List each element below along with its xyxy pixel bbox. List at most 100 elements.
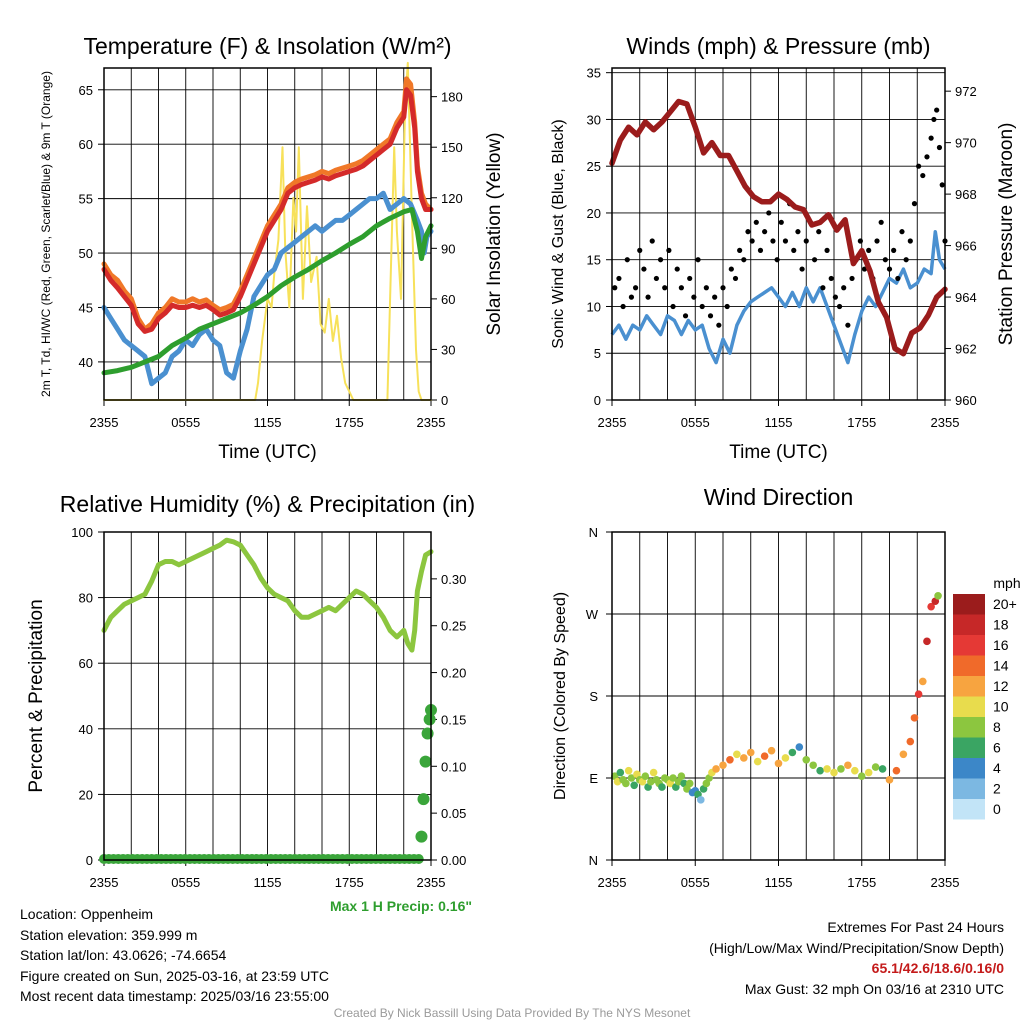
direction-point [753, 757, 762, 766]
gust-point [753, 219, 759, 225]
x-tick-label: 2355 [598, 875, 627, 890]
gust-point [757, 247, 764, 253]
y-tick-label: W [586, 607, 599, 622]
gust-point [716, 322, 722, 328]
chart-title: Relative Humidity (%) & Precipitation (i… [60, 491, 475, 517]
direction-point [878, 765, 887, 773]
gust-point [841, 285, 847, 291]
extremes-subtitle: (High/Low/Max Wind/Precipitation/Snow De… [709, 939, 1004, 956]
direction-point [864, 768, 873, 777]
gust-point [891, 247, 897, 253]
x-tick-label: 0555 [171, 415, 200, 430]
winds-pressure-chart: 2355 0555 1155 1755 2355 Winds (mph) & Pressu… [550, 33, 1017, 463]
max-gust-text: Max Gust: 32 mph On 03/16 at 2310 UTC [744, 980, 1004, 997]
x-tick-label: 1155 [765, 875, 793, 890]
direction-point [622, 779, 630, 788]
gust-point [637, 247, 643, 253]
gust-point [745, 229, 751, 235]
legend-swatch [953, 594, 985, 615]
legend-label: 8 [993, 719, 1001, 735]
gust-point [849, 275, 855, 282]
x-tick-label: 0555 [681, 875, 710, 890]
series-line [101, 537, 434, 653]
y-tick-label: 20 [587, 206, 601, 221]
gust-point [934, 107, 940, 113]
y2-tick-label: 0 [441, 393, 448, 408]
gust-point [707, 313, 714, 319]
x-tick-label: 2355 [931, 415, 960, 430]
precip-point [419, 755, 432, 768]
direction-point [927, 602, 935, 611]
gust-point [939, 182, 945, 188]
y-axis-label: Sonic Wind & Gust (Blue, Black) [550, 119, 567, 348]
recent-data-text: Most recent data timestamp: 2025/03/16 2… [20, 988, 329, 1004]
gust-point [832, 294, 838, 300]
direction-point [616, 768, 625, 777]
gust-point [924, 154, 930, 160]
y-tick-label: E [589, 771, 598, 786]
x-axis-label: Time (UTC) [729, 442, 828, 463]
y2-tick-label: 0.30 [441, 572, 466, 587]
gust-point [670, 303, 676, 310]
x-tick-label: 2355 [90, 415, 119, 430]
y2-tick-label: 972 [955, 84, 977, 99]
gust-point [920, 172, 926, 179]
direction-point [830, 768, 838, 777]
direction-point [740, 754, 748, 762]
y-tick-label: 40 [79, 722, 93, 737]
direction-point [844, 761, 852, 770]
latlon-text: Station lat/lon: 43.0626; -74.6654 [20, 947, 227, 963]
y2-tick-label: 966 [955, 239, 977, 254]
y2-tick-label: 150 [441, 140, 463, 155]
gust-point [882, 257, 888, 263]
gust-point [836, 303, 843, 310]
gust-point [724, 303, 730, 310]
x-tick-label: 1155 [254, 415, 282, 430]
legend-swatch [953, 696, 985, 717]
gust-point [641, 266, 647, 272]
gust-point [616, 275, 622, 282]
direction-point [733, 750, 741, 759]
direction-point [788, 748, 797, 757]
direction-point [885, 776, 894, 784]
series-line [610, 229, 947, 365]
gust-point [857, 238, 863, 244]
gust-point [762, 229, 768, 235]
x-tick-label: 1755 [335, 875, 364, 890]
station-info: Location: Oppenheim Station elevation: 3… [20, 904, 329, 1007]
gust-point [828, 275, 834, 282]
direction-point [816, 766, 824, 775]
y-tick-label: 10 [587, 299, 601, 314]
direction-point [627, 774, 636, 782]
direction-point [919, 677, 927, 686]
y2-tick-label: 90 [441, 241, 455, 256]
y-tick-label: 80 [79, 591, 93, 606]
x-tick-label: 0555 [171, 875, 200, 890]
y2-tick-label: 0.25 [441, 619, 466, 634]
y2-tick-label: 964 [955, 290, 977, 305]
gust-point [645, 294, 651, 300]
gust-point [649, 238, 655, 244]
gust-point [770, 238, 776, 244]
gust-point [799, 266, 805, 272]
wind-direction-chart: 2355 0555 1155 1755 2355 Wind Direction N E S W N D… [552, 484, 1021, 890]
y2-tick-label: 180 [441, 90, 463, 105]
legend-swatch [953, 799, 985, 820]
direction-point [914, 690, 923, 698]
legend-swatch [953, 737, 985, 758]
y-tick-label: 55 [79, 192, 93, 207]
y-tick-label: 20 [79, 787, 93, 802]
y2-tick-label: 0.05 [441, 806, 466, 821]
y-tick-label: 15 [587, 253, 601, 268]
x-tick-label: 2355 [90, 875, 119, 890]
y-tick-label: 5 [594, 346, 601, 361]
extremes-title: Extremes For Past 24 Hours [827, 919, 1004, 935]
direction-point [712, 765, 720, 773]
gust-point [691, 294, 697, 300]
gust-point [903, 257, 909, 263]
direction-point [630, 781, 638, 790]
y-tick-label: 30 [587, 112, 601, 127]
direction-point [624, 766, 633, 775]
plot-border [103, 67, 432, 401]
legend-swatch [953, 614, 985, 635]
